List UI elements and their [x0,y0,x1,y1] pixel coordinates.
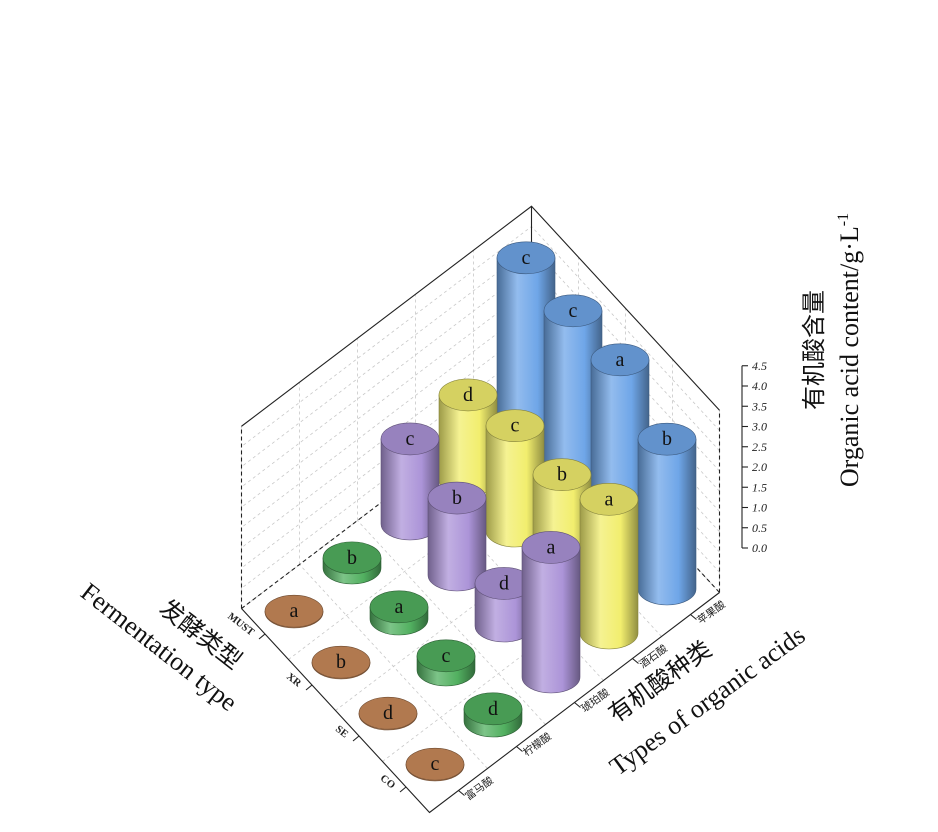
floor-gridline [357,520,546,725]
bar-SE-酒石酸: c [485,409,545,548]
top-back-edges [241,205,720,427]
floor-front-edges [241,592,720,814]
bar-cap [485,409,545,443]
bar-cap [543,294,603,328]
bar-significance-label: a [290,600,299,622]
y-tick-label: 1.5 [752,480,767,494]
bar-SE-柠檬酸: a [369,590,429,636]
bar-significance-label: c [569,300,578,322]
x-tick [258,633,266,640]
bar-body [579,499,639,650]
y-tick-label: 0.0 [752,541,767,555]
z-tick [516,746,523,752]
bar-significance-label: b [336,651,346,673]
bar-SE-琥珀酸: b [427,481,487,592]
y-tick-label: 3.5 [751,399,767,413]
z-tick-label: 柠檬酸 [521,730,555,759]
bar-cap [532,458,592,491]
bar-MUST-酒石酸: a [579,483,639,650]
bar-significance-label: c [511,415,520,437]
y-tick-label: 1.0 [752,501,767,515]
bar-significance-label: a [616,349,625,371]
bar-significance-label: d [463,384,473,406]
z-tick-label: 苹果酸 [695,598,729,627]
bar-significance-label: a [605,488,614,510]
bar-cap [369,590,429,624]
y-tick-label: 4.5 [752,359,767,373]
bar-significance-label: a [395,596,404,618]
bar-SE-苹果酸: c [543,294,603,504]
y-tick-label: 2.0 [752,460,767,474]
bar-MUST-苹果酸: b [637,422,697,606]
x-tick [399,786,407,793]
y-axis-title-cn: 有机酸含量 [800,290,828,410]
bar-significance-label: b [557,464,567,486]
y-tick-label: 4.0 [752,379,767,393]
floor-gridline [299,564,488,769]
z-tick [458,790,465,796]
z-tick [632,658,639,664]
y-tick-label: 2.5 [752,440,767,454]
y-tick-label: 3.0 [751,420,767,434]
bar-MUST-琥珀酸: a [521,531,581,694]
bar-body [637,438,697,606]
x-tick-label: XR [284,671,303,689]
x-tick-label: MUST [225,611,256,638]
bar-significance-label: b [347,547,357,569]
bar-cap [380,422,440,456]
z-tick [690,614,697,620]
bar-cap [637,422,697,456]
bar-significance-label: c [406,428,415,450]
bar-cap [264,594,324,628]
x-tick-label: SE [333,724,350,741]
bar-CO-柠檬酸: b [322,541,382,585]
bar-significance-label: d [499,572,509,594]
bar-cap [579,483,639,516]
x-tick-label: CO [378,773,397,791]
bar-cap [496,241,556,275]
bar-XR-柠檬酸: c [416,639,476,687]
z-tick-label: 富马酸 [463,774,497,803]
bar-CO-苹果酸: c [496,241,556,453]
x-tick [352,735,360,742]
y-axis-title: 有机酸含量 Organic acid content/g·L-1 [800,213,864,487]
bar-significance-label: a [547,536,556,558]
bar-MUST-富马酸: c [405,747,465,782]
bar-significance-label: d [488,698,498,720]
x-tick [305,684,313,691]
bar-cap [405,747,465,781]
bar-CO-琥珀酸: c [380,422,440,541]
bar-significance-label: c [442,645,451,667]
bar-MUST-柠檬酸: d [463,692,523,738]
bar-cap [416,639,476,673]
bar-cap [521,531,581,564]
bar-SE-富马酸: b [311,645,371,680]
z-tick [574,702,581,708]
y-axis-title-en: Organic acid content/g·L-1 [835,213,864,487]
bar-significance-label: c [431,753,440,775]
bar-XR-富马酸: d [358,696,418,731]
y-tick-label: 0.5 [752,521,767,535]
bar-significance-label: b [452,487,462,509]
bar-cap [463,692,523,726]
bar-CO-酒石酸: d [438,378,498,497]
bar-CO-富马酸: a [264,594,324,629]
bar-significance-label: c [522,247,531,269]
bar-significance-label: b [662,428,672,450]
bar-cap [590,343,650,377]
x-axis-title: 发酵类型 Fermentation type [75,577,247,717]
chart-bars: c d c c c a b b b b a a d a b c a d d c [264,241,697,782]
bar-cap [311,645,371,679]
bar-body [521,547,581,694]
bar-cap [438,378,498,412]
bar-cap [358,696,418,730]
bar-XR-琥珀酸: d [474,567,534,643]
bar-cap [322,541,382,575]
bar-cap [427,481,487,515]
bar-significance-label: d [383,702,393,724]
